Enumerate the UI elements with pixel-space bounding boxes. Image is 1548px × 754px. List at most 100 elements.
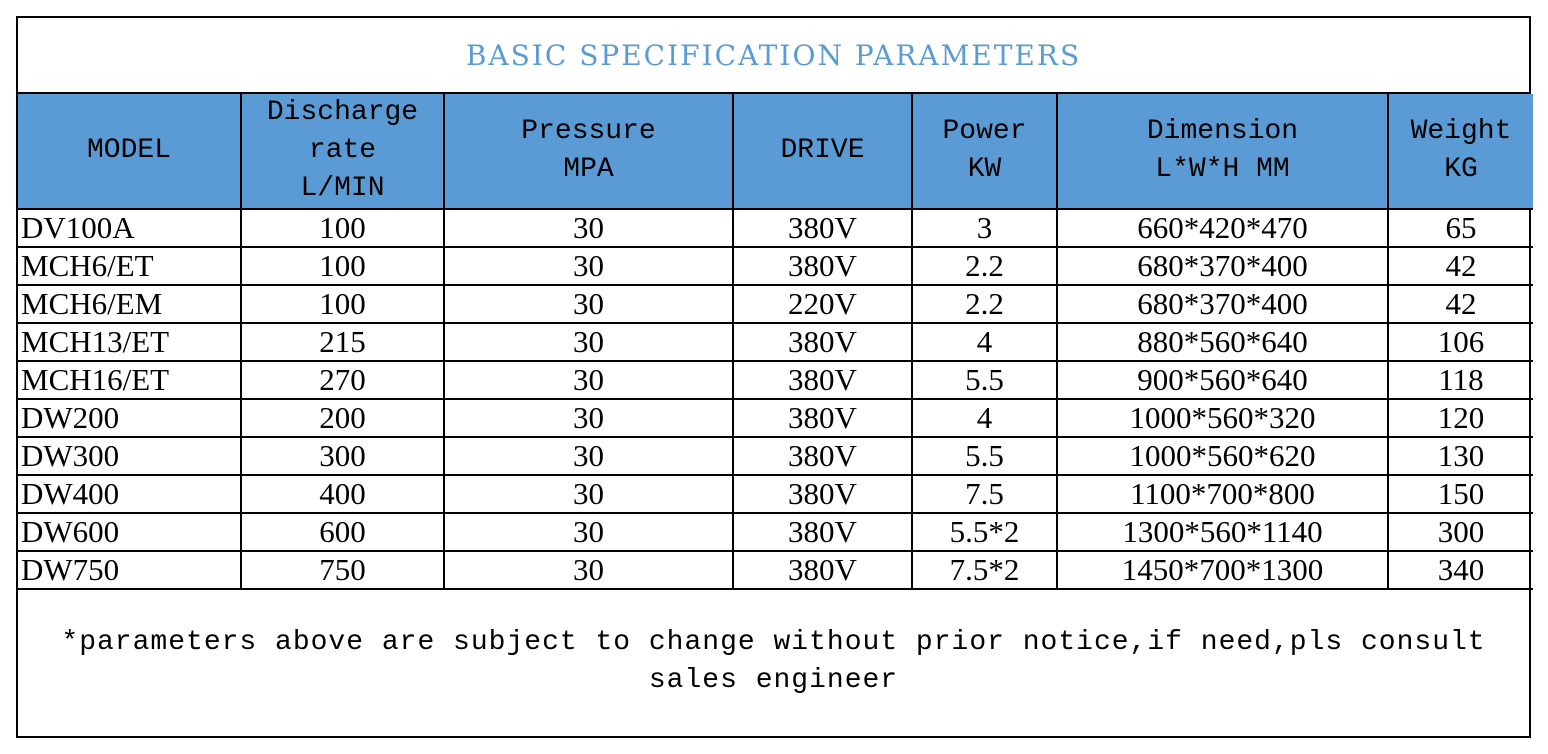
cell-drive: 220V bbox=[732, 284, 913, 324]
cell-power: 2.2 bbox=[911, 246, 1058, 286]
cell-drive: 380V bbox=[732, 360, 913, 400]
header-row: MODEL Discharge rate L/MIN Pressure MPA DRIVE P… bbox=[18, 94, 1533, 210]
cell-pressure: 30 bbox=[443, 208, 734, 248]
column-header-dimension: Dimension L*W*H MM bbox=[1056, 94, 1389, 210]
cell-model: MCH13/ET bbox=[18, 322, 242, 362]
column-header-line: Pressure bbox=[521, 116, 656, 147]
cell-dimension: 680*370*400 bbox=[1056, 246, 1389, 286]
cell-drive: 380V bbox=[732, 208, 913, 248]
column-header-line: DRIVE bbox=[780, 135, 865, 166]
cell-power: 2.2 bbox=[911, 284, 1058, 324]
cell-weight: 42 bbox=[1387, 246, 1533, 286]
cell-dimension: 1450*700*1300 bbox=[1056, 550, 1389, 590]
cell-discharge-rate: 200 bbox=[240, 398, 445, 438]
cell-discharge-rate: 100 bbox=[240, 208, 445, 248]
cell-weight: 120 bbox=[1387, 398, 1533, 438]
cell-pressure: 30 bbox=[443, 474, 734, 514]
disclaimer-note: *parameters above are subject to change … bbox=[61, 627, 1486, 696]
cell-drive: 380V bbox=[732, 550, 913, 590]
cell-dimension: 1100*700*800 bbox=[1056, 474, 1389, 514]
column-header-model: MODEL bbox=[18, 94, 242, 210]
spec-sheet: BASIC SPECIFICATION PARAMETERS MODEL Disc… bbox=[16, 16, 1533, 738]
cell-model: MCH16/ET bbox=[18, 360, 242, 400]
cell-dimension: 1300*560*1140 bbox=[1056, 512, 1389, 552]
column-header-line: MPA bbox=[563, 154, 614, 185]
column-header-line: L/MIN bbox=[300, 173, 385, 204]
cell-power: 4 bbox=[911, 322, 1058, 362]
column-header-line: Discharge bbox=[266, 97, 419, 128]
table-row: DW300 300 30 380V 5.5 1000*560*620 130 bbox=[18, 436, 1533, 476]
table-row: DW600 600 30 380V 5.5*2 1300*560*1140 300 bbox=[18, 512, 1533, 552]
cell-pressure: 30 bbox=[443, 398, 734, 438]
cell-discharge-rate: 100 bbox=[240, 246, 445, 286]
spec-table: MODEL Discharge rate L/MIN Pressure MPA DRIVE P… bbox=[18, 94, 1533, 590]
cell-pressure: 30 bbox=[443, 246, 734, 286]
cell-weight: 130 bbox=[1387, 436, 1533, 476]
cell-power: 5.5 bbox=[911, 360, 1058, 400]
cell-weight: 65 bbox=[1387, 208, 1533, 248]
column-header-line: Power bbox=[942, 116, 1027, 147]
sheet-title: BASIC SPECIFICATION PARAMETERS bbox=[18, 18, 1529, 94]
cell-drive: 380V bbox=[732, 512, 913, 552]
cell-discharge-rate: 400 bbox=[240, 474, 445, 514]
cell-model: DW400 bbox=[18, 474, 242, 514]
cell-pressure: 30 bbox=[443, 512, 734, 552]
column-header-discharge-rate: Discharge rate L/MIN bbox=[240, 94, 445, 210]
cell-dimension: 1000*560*320 bbox=[1056, 398, 1389, 438]
cell-weight: 300 bbox=[1387, 512, 1533, 552]
cell-power: 3 bbox=[911, 208, 1058, 248]
cell-model: MCH6/ET bbox=[18, 246, 242, 286]
cell-discharge-rate: 215 bbox=[240, 322, 445, 362]
cell-model: MCH6/EM bbox=[18, 284, 242, 324]
column-header-line: rate bbox=[308, 135, 377, 166]
cell-weight: 106 bbox=[1387, 322, 1533, 362]
column-header-weight: Weight KG bbox=[1387, 94, 1533, 210]
column-header-line: KW bbox=[967, 154, 1002, 185]
cell-pressure: 30 bbox=[443, 550, 734, 590]
table-row: MCH13/ET 215 30 380V 4 880*560*640 106 bbox=[18, 322, 1533, 362]
cell-model: DV100A bbox=[18, 208, 242, 248]
cell-weight: 118 bbox=[1387, 360, 1533, 400]
table-row: MCH6/ET 100 30 380V 2.2 680*370*400 42 bbox=[18, 246, 1533, 286]
cell-pressure: 30 bbox=[443, 360, 734, 400]
column-header-power: Power KW bbox=[911, 94, 1058, 210]
cell-dimension: 680*370*400 bbox=[1056, 284, 1389, 324]
table-body: DV100A 100 30 380V 3 660*420*470 65 MCH6/ET 100 3… bbox=[18, 208, 1533, 590]
cell-model: DW300 bbox=[18, 436, 242, 476]
table-row: DW400 400 30 380V 7.5 1100*700*800 150 bbox=[18, 474, 1533, 514]
cell-drive: 380V bbox=[732, 436, 913, 476]
table-row: MCH6/EM 100 30 220V 2.2 680*370*400 42 bbox=[18, 284, 1533, 324]
cell-weight: 150 bbox=[1387, 474, 1533, 514]
table-row: DW200 200 30 380V 4 1000*560*320 120 bbox=[18, 398, 1533, 438]
table-row: MCH16/ET 270 30 380V 5.5 900*560*640 118 bbox=[18, 360, 1533, 400]
column-header-line: Dimension bbox=[1146, 116, 1299, 147]
cell-weight: 42 bbox=[1387, 284, 1533, 324]
cell-pressure: 30 bbox=[443, 322, 734, 362]
cell-dimension: 900*560*640 bbox=[1056, 360, 1389, 400]
cell-power: 5.5 bbox=[911, 436, 1058, 476]
cell-model: DW600 bbox=[18, 512, 242, 552]
cell-discharge-rate: 300 bbox=[240, 436, 445, 476]
cell-discharge-rate: 600 bbox=[240, 512, 445, 552]
cell-power: 5.5*2 bbox=[911, 512, 1058, 552]
cell-drive: 380V bbox=[732, 322, 913, 362]
table-row: DV100A 100 30 380V 3 660*420*470 65 bbox=[18, 208, 1533, 248]
cell-discharge-rate: 270 bbox=[240, 360, 445, 400]
column-header-line: MODEL bbox=[86, 135, 171, 166]
cell-drive: 380V bbox=[732, 398, 913, 438]
cell-discharge-rate: 750 bbox=[240, 550, 445, 590]
column-header-line: KG bbox=[1444, 154, 1478, 185]
column-header-pressure: Pressure MPA bbox=[443, 94, 734, 210]
cell-dimension: 1000*560*620 bbox=[1056, 436, 1389, 476]
cell-discharge-rate: 100 bbox=[240, 284, 445, 324]
cell-power: 7.5*2 bbox=[911, 550, 1058, 590]
cell-pressure: 30 bbox=[443, 284, 734, 324]
cell-model: DW750 bbox=[18, 550, 242, 590]
cell-dimension: 880*560*640 bbox=[1056, 322, 1389, 362]
cell-pressure: 30 bbox=[443, 436, 734, 476]
cell-power: 4 bbox=[911, 398, 1058, 438]
cell-dimension: 660*420*470 bbox=[1056, 208, 1389, 248]
cell-power: 7.5 bbox=[911, 474, 1058, 514]
cell-model: DW200 bbox=[18, 398, 242, 438]
cell-drive: 380V bbox=[732, 474, 913, 514]
